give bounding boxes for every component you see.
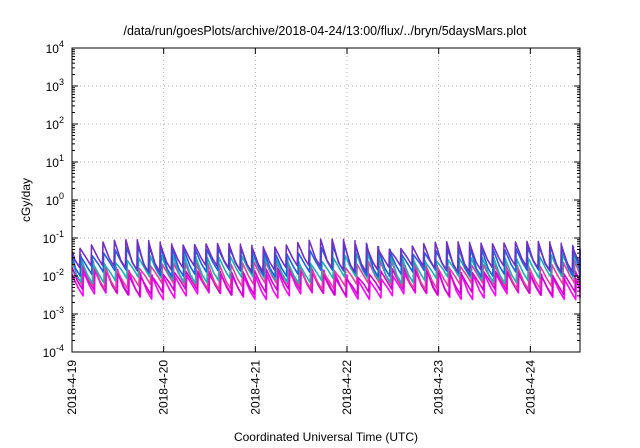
grid [72,48,580,352]
y-tick-label: 103 [46,77,64,94]
y-tick-base: 10 [43,232,57,246]
x-tick-label: 2018-4-22 [340,360,354,415]
y-tick-exponent: 3 [59,77,64,87]
y-tick-label: 10-4 [43,343,64,360]
x-axis-label: Coordinated Universal Time (UTC) [234,430,418,444]
y-tick-label: 100 [46,191,64,208]
y-tick-exponent: -2 [56,267,64,277]
y-tick-label: 10-1 [43,229,64,246]
y-tick-base: 10 [43,308,57,322]
x-tick-label: 2018-4-23 [432,360,446,415]
y-tick-base: 10 [43,270,57,284]
y-tick-exponent: 2 [59,115,64,125]
y-tick-exponent: 1 [59,153,64,163]
y-tick-exponent: -1 [56,229,64,239]
series-group [71,238,581,301]
y-tick-label: 102 [46,115,64,132]
chart-title: /data/run/goesPlots/archive/2018-04-24/1… [123,24,527,38]
series-line [71,265,581,297]
y-tick-base: 10 [46,42,60,56]
y-tick-base: 10 [46,80,60,94]
y-tick-label: 101 [46,153,64,170]
series-line [71,252,581,285]
y-tick-label: 104 [46,39,64,56]
x-tick-label: 2018-4-21 [248,360,262,415]
x-tick-label: 2018-4-19 [65,360,79,415]
x-axis: 2018-4-19 2018-4-20 2018-4-21 2018-4-22 2018… [65,48,537,415]
y-tick-exponent: -3 [56,305,64,315]
series-line [71,259,581,291]
y-tick-exponent: 0 [59,191,64,201]
x-tick-label: 2018-4-24 [523,360,537,415]
x-tick-label: 2018-4-20 [157,360,171,415]
y-tick-label: 10-3 [43,305,64,322]
y-tick-exponent: 4 [59,39,64,49]
y-axis-label: cGy/day [19,178,33,222]
y-tick-base: 10 [46,156,60,170]
y-tick-label: 10-2 [43,267,64,284]
y-tick-exponent: -4 [56,343,64,353]
y-tick-base: 10 [46,194,60,208]
series-line [71,238,581,273]
y-tick-base: 10 [46,118,60,132]
y-tick-base: 10 [43,346,57,360]
